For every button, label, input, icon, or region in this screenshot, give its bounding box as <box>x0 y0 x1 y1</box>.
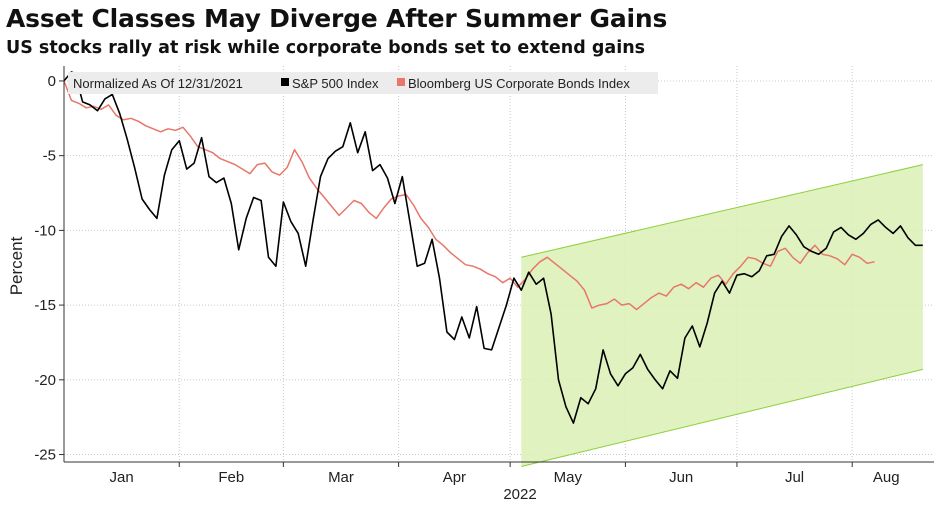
legend-swatch-corporate-bonds <box>397 78 405 86</box>
channel-lower-line <box>521 368 923 467</box>
x-tick-label: Jan <box>110 469 134 486</box>
x-tick-label: Jul <box>785 469 804 486</box>
y-tick-label: -10 <box>34 222 56 239</box>
y-tick-label: -5 <box>43 148 56 165</box>
x-tick-label: Apr <box>443 469 466 486</box>
y-tick-label: 0 <box>48 73 56 90</box>
channel-upper-line <box>521 164 923 258</box>
chart-title: Asset Classes May Diverge After Summer G… <box>6 4 668 33</box>
series-line-sp500 <box>63 71 923 424</box>
y-tick-label: -25 <box>34 447 56 464</box>
legend-note: Normalized As Of 12/31/2021 <box>73 76 243 91</box>
y-tick-label: -15 <box>34 297 56 314</box>
chart-subtitle: US stocks rally at risk while corporate … <box>6 38 646 58</box>
x-tick-label: May <box>554 469 583 486</box>
legend-label-sp500: S&P 500 Index <box>292 76 379 91</box>
x-axis-year-label: 2022 <box>503 486 536 503</box>
series-lines <box>63 71 923 424</box>
legend-label-corporate-bonds: Bloomberg US Corporate Bonds Index <box>408 76 630 91</box>
x-tick-label: Aug <box>873 469 900 486</box>
trend-channel <box>521 164 923 467</box>
x-tick-label: Mar <box>328 469 354 486</box>
y-tick-label: -20 <box>34 372 56 389</box>
x-tick-label: Jun <box>669 469 693 486</box>
legend-background <box>68 72 658 94</box>
y-axis-title: Percent <box>7 236 26 295</box>
axes: 0 -5 -10 -15 -20 -25 Jan Feb Mar Apr May Jun Jul Aug <box>34 66 934 486</box>
channel-fill <box>521 164 923 467</box>
legend-swatch-sp500 <box>281 78 289 86</box>
legend: Normalized As Of 12/31/2021 S&P 500 Inde… <box>68 72 658 94</box>
x-tick-label: Feb <box>218 469 244 486</box>
